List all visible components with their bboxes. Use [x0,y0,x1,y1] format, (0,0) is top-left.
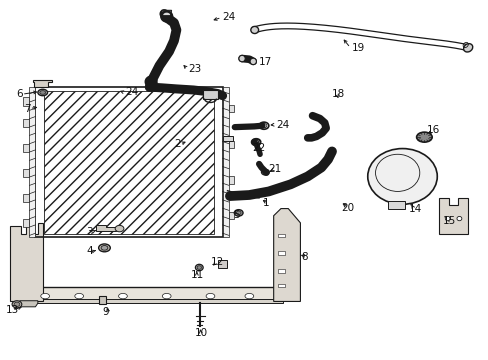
Ellipse shape [162,293,171,299]
Bar [217,260,226,267]
Ellipse shape [367,149,436,204]
Ellipse shape [416,132,431,142]
Bar [23,97,29,106]
Text: 8: 8 [301,252,307,262]
Bar [19,298,283,303]
Text: 22: 22 [251,143,264,153]
Ellipse shape [244,293,253,299]
Bar [23,144,29,152]
Polygon shape [162,10,171,16]
Ellipse shape [41,293,49,299]
Ellipse shape [456,216,461,221]
Ellipse shape [118,293,127,299]
Bar [222,136,233,141]
Text: 2: 2 [174,139,180,149]
Bar [228,141,233,148]
Text: 23: 23 [188,64,202,74]
Polygon shape [33,80,52,87]
Polygon shape [20,301,38,307]
Bar [29,87,35,237]
Text: 6: 6 [16,89,22,99]
Text: 11: 11 [191,270,204,280]
Text: 21: 21 [267,164,281,174]
Text: 1: 1 [263,198,269,208]
Ellipse shape [38,89,47,96]
Ellipse shape [99,244,110,252]
Ellipse shape [12,301,22,308]
Bar [228,176,233,184]
Bar [23,194,29,202]
Polygon shape [438,198,467,234]
Text: 24: 24 [276,120,289,130]
Polygon shape [10,223,42,301]
Polygon shape [273,208,300,301]
Text: 14: 14 [408,203,421,213]
Ellipse shape [236,211,241,215]
Bar [23,118,29,127]
Text: 16: 16 [426,125,439,135]
Bar [228,105,233,112]
Bar [277,234,285,237]
Ellipse shape [445,216,449,221]
Text: 15: 15 [442,216,455,226]
Ellipse shape [249,58,256,64]
Bar [19,287,283,300]
Ellipse shape [250,26,258,33]
Bar [228,212,233,219]
Text: 19: 19 [351,43,364,53]
Bar [35,87,222,237]
Bar [277,251,285,255]
Text: 7: 7 [24,104,31,113]
Ellipse shape [239,55,244,62]
Text: 24: 24 [125,87,138,98]
Bar [44,91,213,234]
Text: 12: 12 [210,257,223,267]
Ellipse shape [197,266,201,269]
Bar [99,296,106,304]
Ellipse shape [14,302,20,306]
Bar [222,87,228,237]
Ellipse shape [40,91,45,94]
Polygon shape [96,225,116,231]
Ellipse shape [205,293,214,299]
Text: 18: 18 [331,89,345,99]
Text: 9: 9 [102,307,109,317]
Bar [203,90,217,99]
Text: 13: 13 [6,305,20,315]
Bar [277,269,285,273]
Ellipse shape [195,264,203,271]
Text: 4: 4 [86,247,93,256]
Text: 24: 24 [222,13,235,22]
Text: 3: 3 [86,227,93,237]
Bar [387,202,404,208]
Ellipse shape [101,246,108,250]
Text: 20: 20 [341,203,354,213]
Bar [23,168,29,177]
Bar [23,219,29,227]
Text: 5: 5 [232,210,239,220]
Ellipse shape [463,44,472,52]
Ellipse shape [115,225,123,232]
Bar [277,284,285,287]
Ellipse shape [75,293,83,299]
Ellipse shape [234,210,243,216]
Text: 17: 17 [259,57,272,67]
Text: 10: 10 [195,328,207,338]
